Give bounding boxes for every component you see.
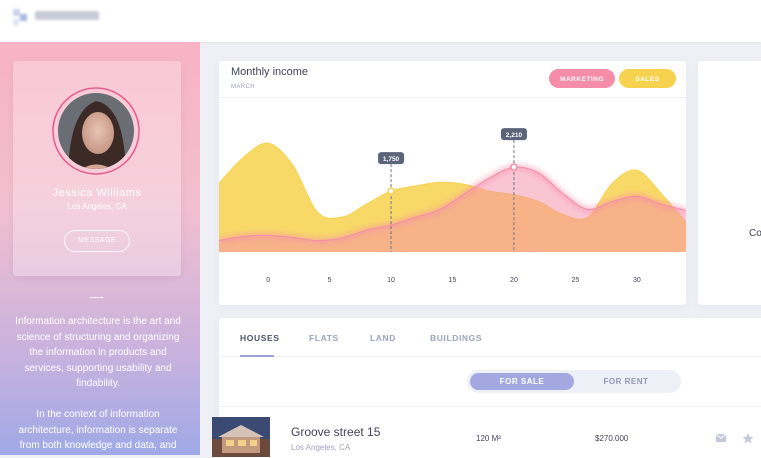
listing-area: 120 M² (476, 434, 501, 443)
chart-title: Monthly income (231, 66, 308, 78)
annotation-label: 1,750 (383, 156, 400, 163)
profile-name: Jessica Williams (52, 187, 142, 199)
toggle-option[interactable]: FOR RENT (603, 377, 649, 386)
listing-actions (715, 433, 754, 444)
profile-location: Los Angeles, CA (67, 202, 127, 211)
chart-card: Monthly income MARCH 2,210 1,750 0 5 10 15 20 2… (219, 61, 686, 305)
listing-location: Los Angeles, CA (291, 443, 351, 452)
listings-card: HOUSES FLATS LAND BUILDINGS FOR SALE FOR… (212, 318, 761, 458)
avatar (52, 87, 140, 175)
divider (219, 406, 761, 407)
legend-label: MARKETING (560, 76, 604, 83)
x-tick-label: 20 (510, 277, 518, 284)
listing-image (212, 417, 270, 457)
tab[interactable]: LAND (370, 333, 397, 343)
listing-price: $270.000 (595, 434, 629, 443)
toggle: FOR SALE FOR RENT (467, 370, 681, 393)
x-tick-label: 10 (387, 277, 395, 284)
annotation-box (378, 152, 405, 165)
paragraph: Information architecture is the art and … (15, 316, 181, 389)
divider (219, 356, 761, 357)
legend-pill[interactable] (549, 69, 615, 88)
x-tick-label: 5 (328, 277, 332, 284)
tab[interactable]: HOUSES (240, 333, 280, 343)
series-line (219, 166, 686, 242)
header (0, 0, 761, 42)
paragraph: In the context of information architectu… (18, 409, 178, 451)
side-card: Co (698, 61, 761, 305)
tab-indicator (240, 355, 274, 357)
x-tick-label: 30 (633, 277, 641, 284)
message-button[interactable]: MESSAGE (64, 230, 130, 252)
profile-card: Jessica Williams Los Angeles, CA MESSAGE (13, 61, 181, 276)
annotation-point (510, 163, 518, 171)
divider (90, 297, 103, 298)
chart-subtitle: MARCH (231, 84, 255, 90)
plot (219, 142, 686, 252)
annotation-label: 2,210 (506, 132, 523, 139)
tab[interactable]: FLATS (309, 333, 339, 343)
series-line (219, 142, 686, 223)
legend-label: SALES (635, 76, 659, 83)
chart: Monthly income MARCH 2,210 1,750 0 5 10 15 20 2… (219, 66, 686, 284)
legend-pill[interactable] (619, 69, 676, 88)
x-tick-label: 25 (571, 277, 579, 284)
x-tick-label: 15 (449, 277, 457, 284)
tab[interactable]: BUILDINGS (430, 333, 483, 343)
side-card-text: Co (749, 228, 761, 239)
x-tick-label: 0 (266, 277, 270, 284)
annotation-box (500, 128, 527, 141)
star-icon[interactable] (742, 433, 754, 444)
logo[interactable] (0, 0, 110, 42)
toggle-option[interactable]: FOR SALE (470, 373, 574, 390)
annotation-point (387, 187, 395, 195)
sidebar: Jessica Williams Los Angeles, CA MESSAGE… (0, 42, 200, 455)
listing-title[interactable]: Groove street 15 (291, 425, 381, 439)
series-area (219, 166, 686, 252)
mail-icon[interactable] (715, 433, 727, 442)
